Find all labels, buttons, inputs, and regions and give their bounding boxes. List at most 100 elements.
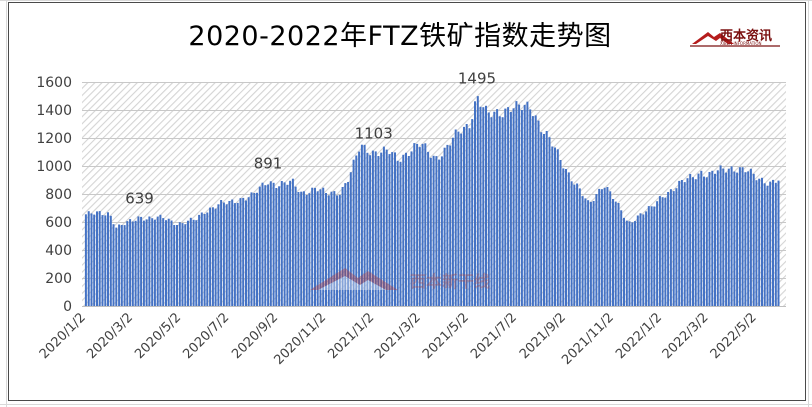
bar [101, 215, 104, 306]
bar [747, 171, 750, 306]
bar [595, 194, 598, 306]
bar [242, 197, 245, 306]
bar [123, 225, 126, 306]
bar [118, 224, 121, 306]
bar [504, 108, 507, 306]
bar [104, 215, 107, 306]
bar [559, 160, 562, 306]
bar [170, 220, 173, 306]
bar [413, 143, 416, 306]
bar [333, 191, 336, 306]
x-tick-label: 2022/1/2 [613, 310, 665, 362]
bar [741, 167, 744, 306]
x-tick-label: 2020/5/2 [132, 310, 184, 362]
bar [490, 117, 493, 306]
x-tick-label: 2020/11/2 [271, 310, 329, 368]
bar [658, 196, 661, 306]
bar [570, 181, 573, 306]
bar [623, 217, 625, 306]
bar [352, 159, 355, 306]
bar [697, 173, 700, 306]
bar [501, 117, 504, 306]
y-axis-tick-labels: 0 200 400 600 800 1000 1200 1400 1600 [36, 75, 72, 315]
bar [534, 115, 537, 307]
bar [614, 201, 617, 306]
bar [209, 207, 212, 306]
bar [314, 187, 316, 306]
bar [548, 137, 551, 306]
brand-logo [690, 32, 780, 47]
bar [567, 172, 570, 306]
bar [686, 178, 689, 306]
bar [217, 204, 220, 306]
bar [385, 149, 388, 306]
x-tick-label: 2022/5/2 [708, 310, 760, 362]
bar [297, 192, 300, 306]
bar [496, 109, 499, 306]
bar [349, 172, 352, 306]
bar [93, 214, 96, 306]
bar [173, 225, 176, 306]
bar [181, 223, 184, 306]
bar [267, 184, 270, 306]
bar [330, 191, 333, 306]
bar [703, 176, 705, 306]
bar [617, 203, 620, 306]
bar [269, 181, 272, 306]
bar [722, 168, 725, 306]
bar [250, 192, 253, 306]
bar [159, 214, 162, 306]
bar [90, 213, 93, 306]
data-label: 891 [254, 154, 283, 172]
bar [214, 208, 217, 306]
bar [518, 104, 521, 306]
bar [264, 185, 267, 306]
bar [507, 107, 510, 306]
bar [126, 221, 129, 306]
y-tick-label: 400 [45, 243, 72, 259]
bar [766, 185, 769, 306]
bar [678, 180, 681, 306]
bar [388, 154, 391, 306]
x-tick-label: 2020/1/2 [37, 310, 89, 362]
bar [112, 224, 115, 306]
bar [609, 191, 612, 306]
bar [520, 110, 523, 306]
bar [463, 126, 465, 307]
bar [371, 150, 374, 306]
bar [694, 179, 697, 306]
bar [394, 152, 396, 306]
x-tick-label: 2021/5/2 [420, 310, 472, 362]
bar [245, 200, 247, 306]
bar [647, 206, 650, 306]
bar [300, 191, 303, 306]
bar [705, 177, 708, 306]
y-tick-label: 800 [45, 187, 72, 203]
bar [576, 183, 579, 306]
watermark-logo [310, 268, 398, 290]
bar [761, 177, 763, 306]
data-label: 1103 [355, 125, 393, 143]
bar [636, 215, 639, 306]
data-label: 639 [125, 190, 154, 208]
bar [363, 144, 366, 306]
bar [551, 146, 554, 306]
bar [537, 120, 540, 306]
bar [302, 191, 305, 306]
bar [769, 181, 772, 306]
bar [176, 225, 178, 306]
bar [725, 172, 728, 306]
bar [148, 216, 151, 306]
bar [600, 189, 603, 306]
bar [454, 129, 457, 306]
bar [427, 151, 430, 306]
bar [228, 201, 231, 306]
data-label: 1495 [458, 70, 496, 88]
bar [289, 180, 292, 306]
bar [358, 151, 361, 306]
bar [451, 137, 454, 306]
bar [195, 220, 198, 306]
bar [200, 212, 203, 306]
bar [134, 220, 137, 306]
